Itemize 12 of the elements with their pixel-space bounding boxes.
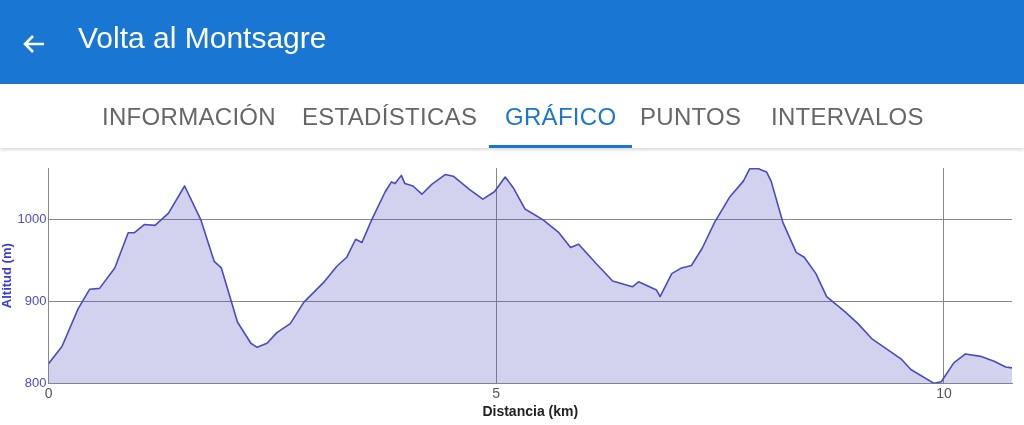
chart-title: Volta al Montsagre xyxy=(78,21,327,55)
text: PUNTOS xyxy=(640,103,742,131)
y-tick-label: 1000 xyxy=(17,211,47,227)
x-tick-label: 5 xyxy=(492,384,501,401)
text: GRÁFICO xyxy=(505,103,617,131)
y-axis-title: Altitud (m) xyxy=(0,243,15,309)
y-tick-label: 900 xyxy=(24,293,47,309)
x-tick-label: 10 xyxy=(936,384,952,401)
text: INFORMACIÓN xyxy=(102,103,276,131)
text: INTERVALOS xyxy=(771,103,924,131)
text: ESTADÍSTICAS xyxy=(302,103,478,131)
x-axis-title: Distancia (km) xyxy=(482,403,579,420)
